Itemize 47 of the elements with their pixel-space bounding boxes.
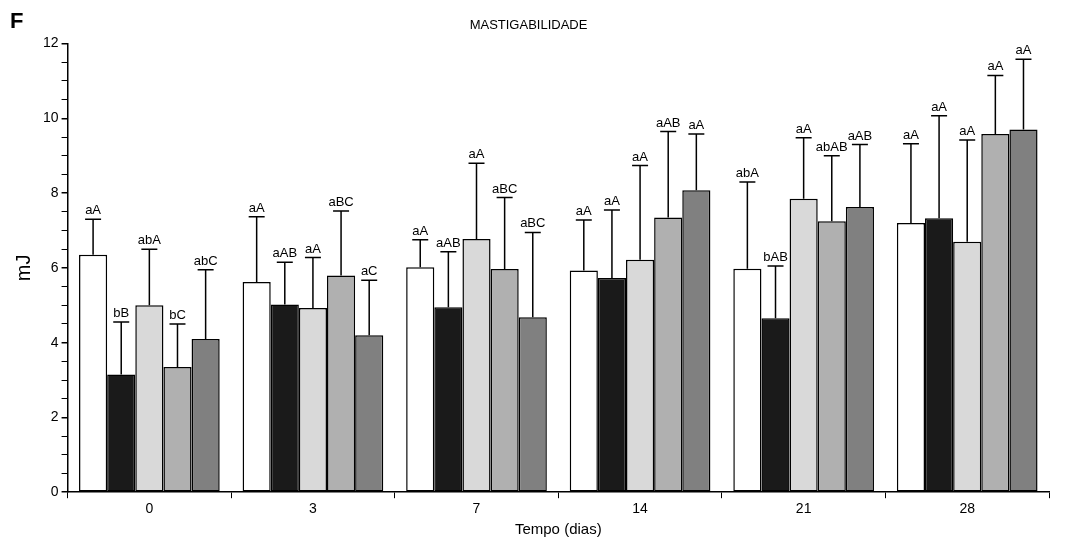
annotation: aA [987,58,1004,74]
annotation: aA [1015,42,1032,58]
annotation: aA [931,98,948,114]
x-tick-label: 3 [309,500,318,517]
annotation: aA [959,123,976,139]
annotation: aAB [655,114,681,130]
chart-title: MASTIGABILIDADE [469,17,588,33]
annotation: aA [248,199,265,215]
text: F [10,8,24,34]
annotation: aA [795,120,812,136]
annotation: aA [412,222,429,238]
annotation: aA [632,148,649,164]
y-tick-label: 10 [42,109,59,126]
y-tick-label: 2 [50,408,59,425]
annotation: bB [113,305,130,321]
annotation: aA [902,126,920,142]
annotation: aA [304,240,322,256]
y-axis-title: mJ [11,254,34,282]
annotation: aA [603,193,621,209]
annotation: aBC [520,215,546,231]
annotation: aAB [436,234,461,250]
annotation: abA [735,165,760,180]
x-axis-title: Tempo (dias) [514,520,602,538]
annotation: bAB [763,249,788,265]
y-tick-label: 4 [50,333,59,350]
annotation: aA [688,117,705,133]
annotation: aAB [847,127,873,143]
annotation: bC [169,307,186,323]
annotation: abAB [815,138,848,154]
annotation: aA [85,202,102,218]
y-tick-label: 0 [50,483,59,500]
annotation: aA [468,146,485,162]
y-tick-label: 6 [50,258,59,275]
annotation: abA [137,232,162,248]
annotation: aBC [328,194,354,210]
annotation: aA [575,203,593,219]
annotation: aAB [272,245,298,261]
x-tick-label: 14 [632,500,649,517]
x-tick-label: 21 [795,500,812,517]
x-tick-label: 0 [145,500,154,517]
annotation: abC [193,252,218,268]
annotation: aBC [491,180,518,196]
x-tick-label: 7 [472,500,481,517]
annotation: aC [360,263,378,279]
y-tick-label: 12 [42,34,59,51]
y-tick-label: 8 [50,183,59,200]
x-tick-label: 28 [959,500,976,517]
